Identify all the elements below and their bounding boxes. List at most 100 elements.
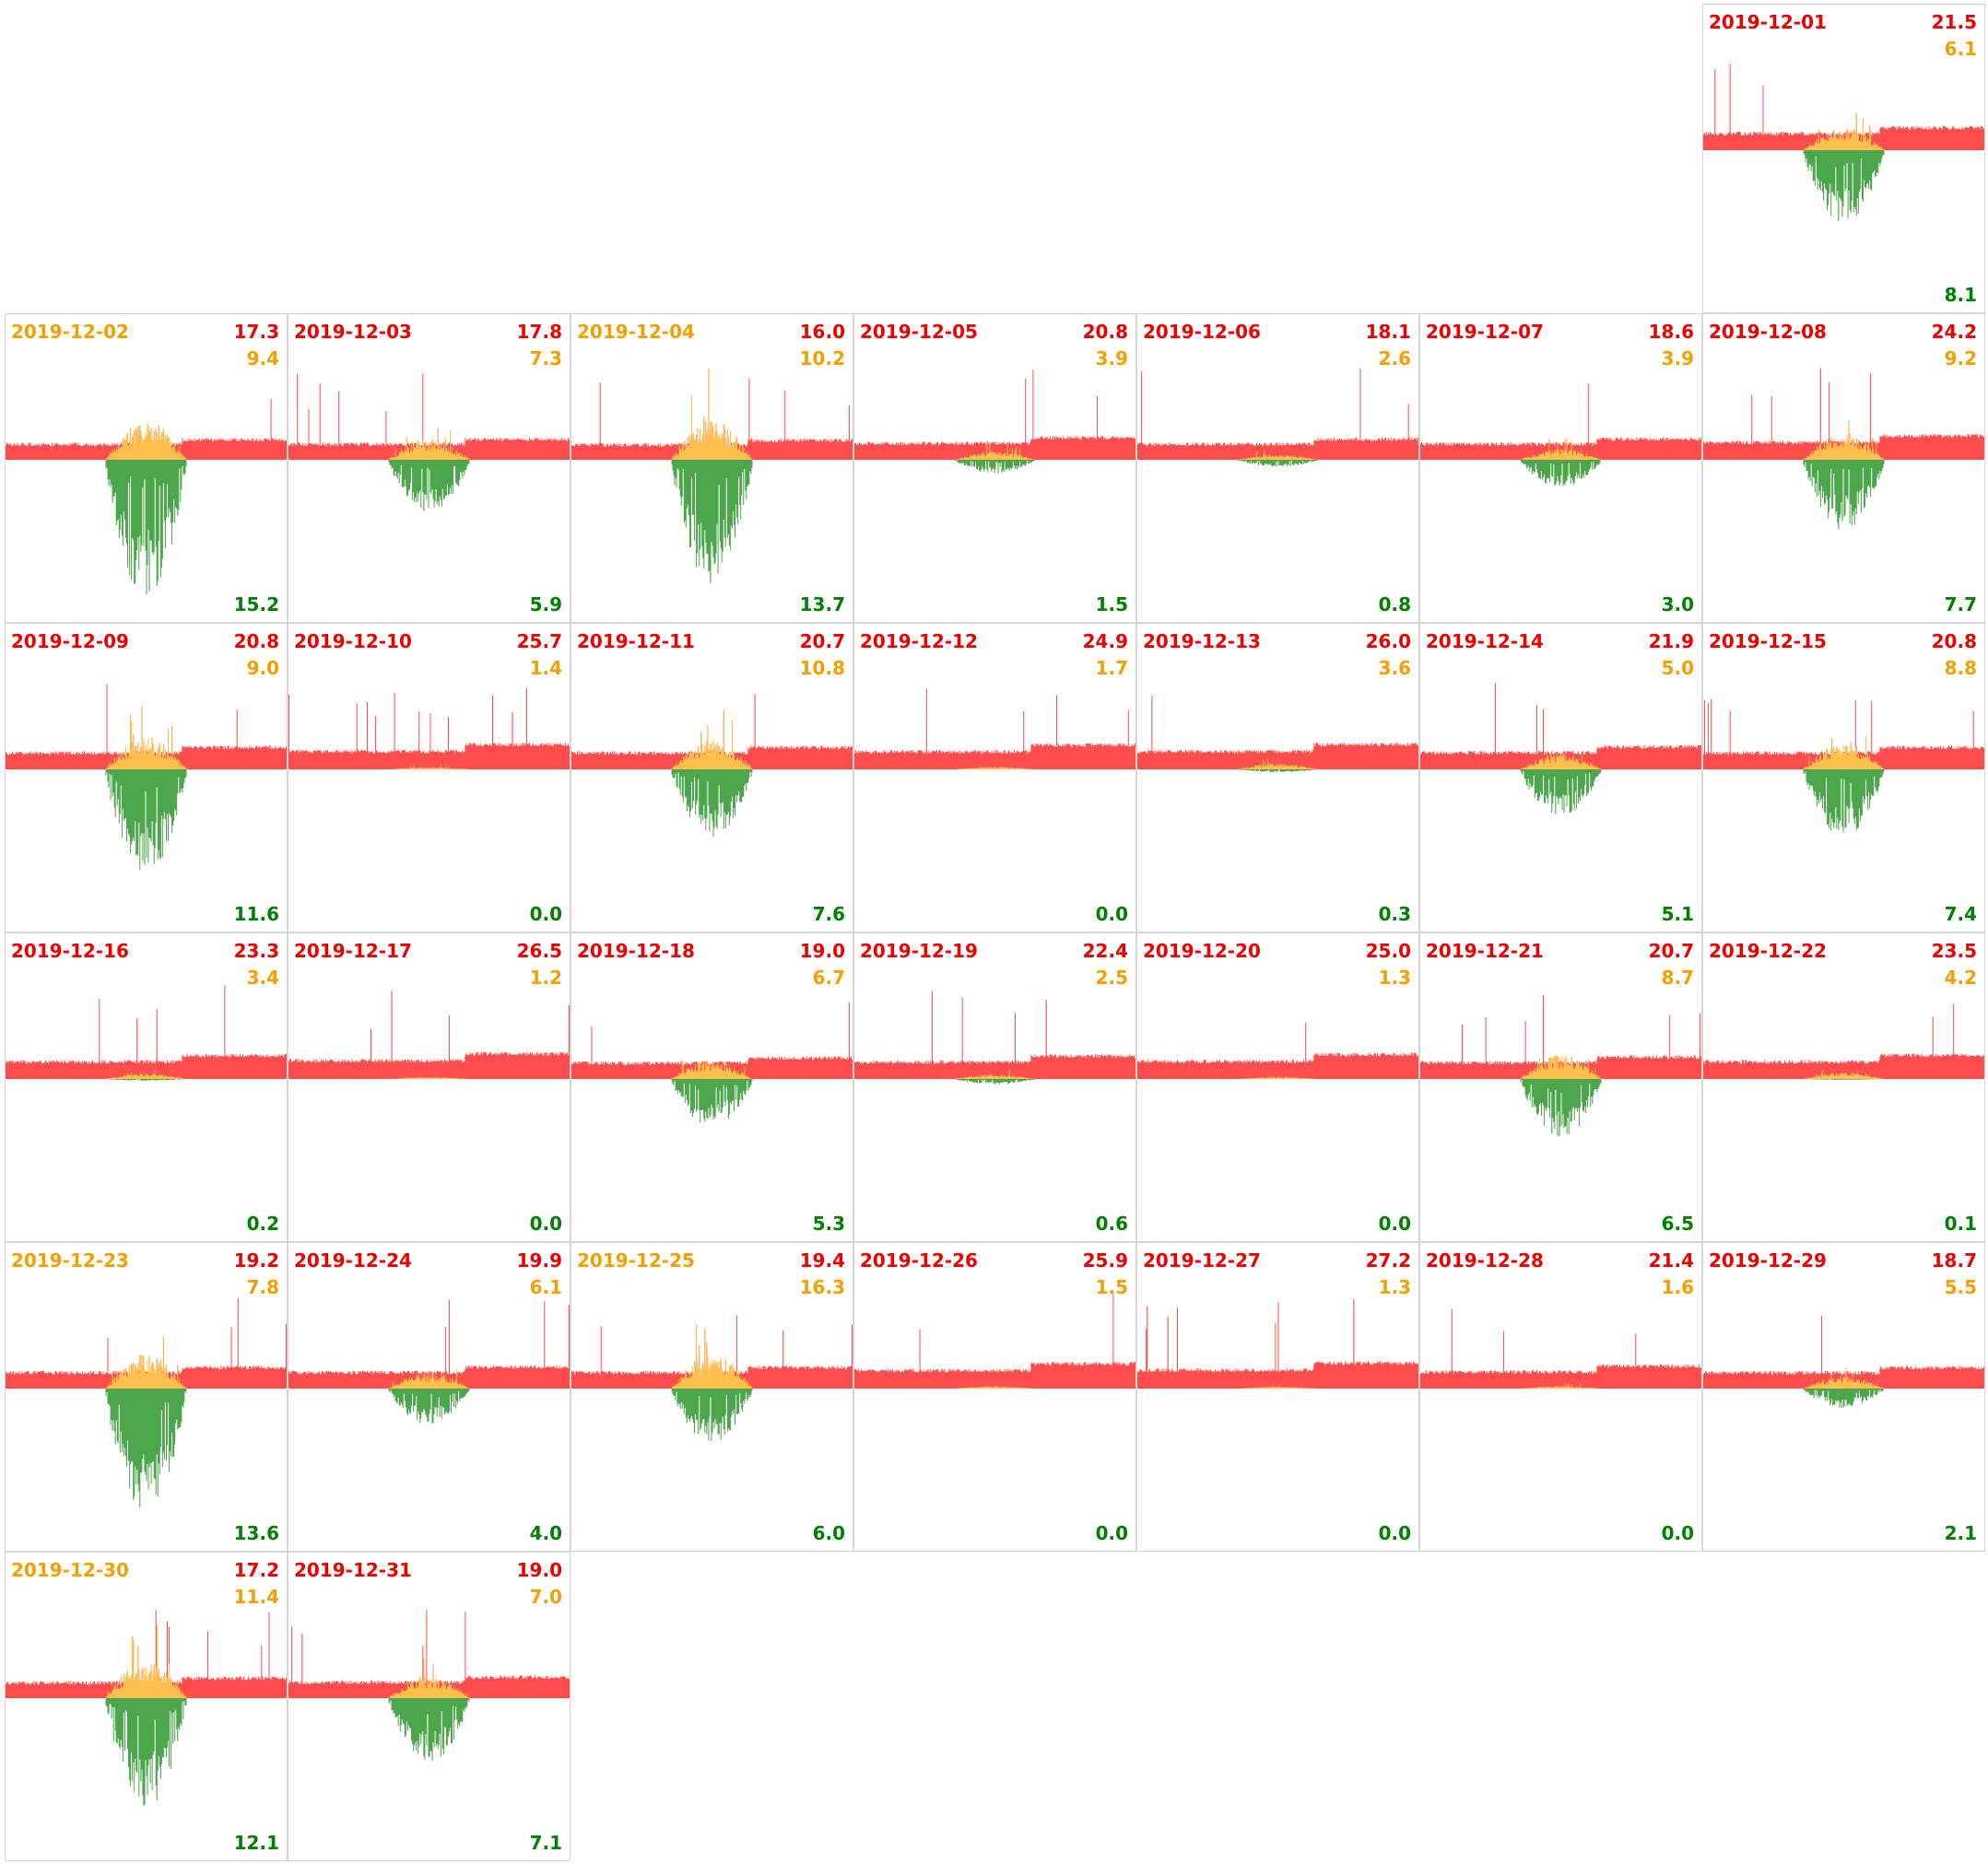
day-chart — [1703, 1003, 1984, 1080]
self-consumption-value: 1.5 — [1095, 1276, 1128, 1298]
day-date: 2019-12-26 — [860, 1249, 978, 1272]
export-area — [571, 769, 853, 838]
consumption-area — [1137, 368, 1418, 460]
export-area — [571, 1079, 853, 1123]
export-area — [6, 769, 287, 870]
day-chart — [288, 1299, 570, 1424]
consumption-value: 17.8 — [516, 321, 562, 343]
day-cell: 2019-12-07 18.6 3.9 3.0 — [1419, 313, 1702, 623]
day-date: 2019-12-04 — [577, 321, 695, 343]
self-consumption-value: 7.3 — [529, 347, 562, 369]
consumption-area — [1137, 1299, 1418, 1389]
consumption-area — [1420, 383, 1701, 460]
self-consumption-area — [1703, 735, 1984, 769]
self-consumption-value: 6.1 — [529, 1276, 562, 1298]
self-consumption-area — [1137, 1384, 1418, 1389]
consumption-area — [6, 985, 287, 1079]
consumption-area — [854, 688, 1135, 769]
export-area — [854, 460, 1135, 474]
export-value: 5.3 — [812, 1213, 845, 1235]
self-consumption-value: 2.6 — [1378, 347, 1411, 369]
export-value: 13.6 — [233, 1522, 279, 1544]
export-value: 0.0 — [1378, 1522, 1411, 1544]
consumption-value: 21.5 — [1931, 11, 1977, 33]
day-date: 2019-12-18 — [577, 940, 695, 962]
self-consumption-value: 2.5 — [1095, 967, 1128, 989]
day-date: 2019-12-10 — [294, 630, 412, 652]
day-cell: 2019-12-04 16.0 10.2 13.7 — [571, 313, 853, 623]
consumption-area — [1703, 1003, 1984, 1079]
day-chart — [6, 398, 287, 595]
self-consumption-area — [854, 440, 1135, 460]
day-date: 2019-12-23 — [11, 1249, 129, 1272]
consumption-area — [1703, 368, 1984, 460]
export-value: 12.1 — [233, 1832, 279, 1854]
day-chart — [1420, 1308, 1701, 1389]
day-cell: 2019-12-10 25.7 1.4 0.0 — [288, 623, 571, 932]
consumption-area — [1420, 683, 1701, 769]
day-date: 2019-12-08 — [1709, 321, 1827, 343]
day-date: 2019-12-29 — [1709, 1249, 1827, 1272]
export-value: 15.2 — [233, 593, 279, 615]
day-date: 2019-12-09 — [11, 630, 129, 652]
day-cell: 2019-12-08 24.2 9.2 7.7 — [1702, 313, 1985, 623]
consumption-area — [288, 687, 570, 769]
export-value: 7.7 — [1944, 593, 1977, 615]
consumption-value: 26.5 — [516, 940, 562, 962]
export-value: 0.6 — [1095, 1213, 1128, 1235]
self-consumption-area — [1703, 1070, 1984, 1079]
self-consumption-area — [1137, 1075, 1418, 1079]
day-chart — [571, 1315, 853, 1442]
export-area — [1420, 769, 1701, 815]
day-chart — [6, 1610, 287, 1806]
export-value: 2.1 — [1944, 1522, 1977, 1544]
export-value: 5.1 — [1661, 903, 1694, 925]
day-date: 2019-12-14 — [1426, 630, 1544, 652]
consumption-area — [1420, 995, 1701, 1079]
export-value: 0.1 — [1944, 1213, 1977, 1235]
consumption-area — [288, 991, 570, 1079]
export-area — [6, 460, 287, 595]
export-area — [1703, 1079, 1984, 1080]
export-area — [1420, 460, 1701, 487]
self-consumption-value: 3.9 — [1095, 347, 1128, 369]
export-area — [1703, 150, 1984, 221]
self-consumption-value: 1.7 — [1095, 657, 1128, 679]
self-consumption-value: 8.8 — [1944, 657, 1977, 679]
export-area — [1703, 460, 1984, 530]
self-consumption-area — [854, 1070, 1135, 1079]
self-consumption-value: 9.0 — [246, 657, 279, 679]
export-value: 11.6 — [233, 903, 279, 925]
day-chart — [854, 1292, 1135, 1389]
consumption-value: 20.7 — [799, 630, 845, 652]
day-cell: 2019-12-25 19.4 16.3 6.0 — [571, 1242, 853, 1552]
day-chart — [854, 369, 1135, 474]
consumption-value: 26.0 — [1365, 630, 1411, 652]
day-cell: 2019-12-31 19.0 7.0 7.1 — [288, 1552, 571, 1861]
self-consumption-area — [571, 369, 853, 460]
day-date: 2019-12-07 — [1426, 321, 1544, 343]
day-date: 2019-12-01 — [1709, 11, 1827, 33]
export-area — [1703, 769, 1984, 833]
self-consumption-value: 4.2 — [1944, 967, 1977, 989]
export-value: 7.1 — [529, 1832, 562, 1854]
consumption-area — [1137, 988, 1418, 1079]
day-chart — [854, 688, 1135, 769]
consumption-value: 19.9 — [516, 1249, 562, 1272]
export-value: 0.3 — [1378, 903, 1411, 925]
export-area — [6, 1389, 287, 1508]
day-date: 2019-12-12 — [860, 630, 978, 652]
consumption-value: 20.8 — [1931, 630, 1977, 652]
export-value: 3.0 — [1661, 593, 1694, 615]
export-value: 0.0 — [1095, 903, 1128, 925]
day-chart — [6, 1297, 287, 1508]
self-consumption-area — [571, 1324, 853, 1389]
day-cell: 2019-12-03 17.8 7.3 5.9 — [288, 313, 571, 623]
consumption-value: 19.0 — [799, 940, 845, 962]
self-consumption-area — [288, 1658, 570, 1698]
self-consumption-area — [571, 1060, 853, 1079]
consumption-area — [571, 694, 853, 769]
day-chart — [288, 687, 570, 769]
consumption-area — [288, 1299, 570, 1389]
